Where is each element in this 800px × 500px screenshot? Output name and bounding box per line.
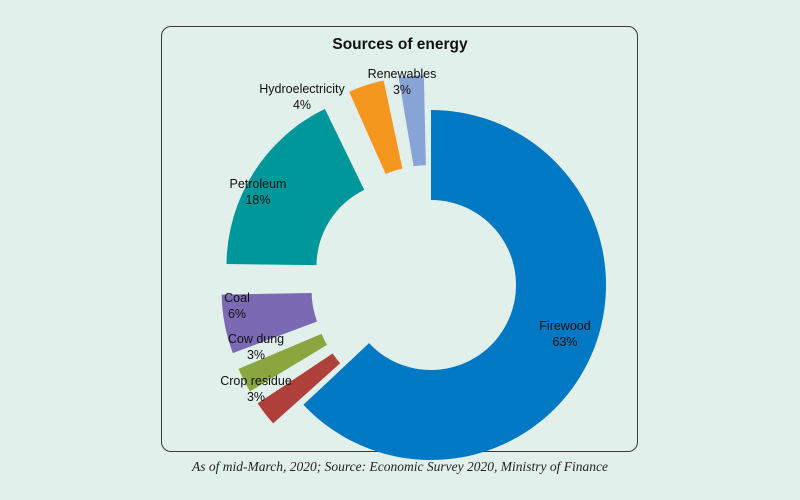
slice-value-label: 3% bbox=[247, 390, 265, 404]
slice-label-renewables: Renewables 3% bbox=[368, 67, 437, 97]
slice-category-label: Cow dung bbox=[228, 332, 284, 346]
chart-title: Sources of energy bbox=[332, 36, 468, 53]
slice-crop-residue bbox=[257, 353, 341, 424]
slice-label-cow-dung: Cow dung 3% bbox=[228, 332, 284, 362]
slice-category-label: Hydroelectricity bbox=[259, 82, 345, 96]
slice-value-label: 18% bbox=[245, 193, 270, 207]
slice-label-firewood: Firewood 63% bbox=[539, 319, 590, 349]
source-note: As of mid-March, 2020; Source: Economic … bbox=[192, 459, 608, 474]
slice-category-label: Coal bbox=[224, 291, 250, 305]
slice-label-crop-residue: Crop residue 3% bbox=[220, 374, 292, 404]
slice-category-label: Firewood bbox=[539, 319, 590, 333]
slice-label-petroleum: Petroleum 18% bbox=[230, 177, 287, 207]
slice-category-label: Renewables bbox=[368, 67, 437, 81]
slice-category-label: Petroleum bbox=[230, 177, 287, 191]
slice-category-label: Crop residue bbox=[220, 374, 292, 388]
slice-cow-dung bbox=[238, 333, 328, 392]
slice-petroleum bbox=[226, 108, 365, 266]
slice-renewables bbox=[398, 75, 426, 167]
slice-coal bbox=[221, 293, 318, 354]
slice-value-label: 3% bbox=[393, 83, 411, 97]
slice-label-hydroelectricity: Hydroelectricity 4% bbox=[259, 82, 345, 112]
slice-value-label: 6% bbox=[228, 307, 246, 321]
slice-label-coal: Coal 6% bbox=[224, 291, 250, 321]
slice-value-label: 4% bbox=[293, 98, 311, 112]
slice-value-label: 63% bbox=[552, 335, 577, 349]
slice-hydroelectricity bbox=[349, 80, 403, 175]
slice-firewood bbox=[303, 110, 606, 460]
slice-value-label: 3% bbox=[247, 348, 265, 362]
